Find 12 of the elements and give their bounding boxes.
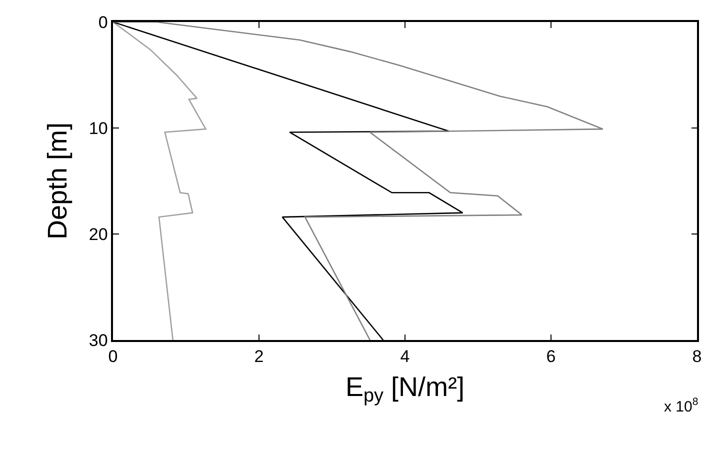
x-tick-label: 4 bbox=[400, 347, 410, 366]
line-series bbox=[113, 22, 206, 340]
y-tick-label: 30 bbox=[88, 330, 108, 350]
x-tick-label: 2 bbox=[254, 347, 264, 366]
text: x 10$^{8}$ bbox=[664, 396, 698, 416]
x-tick-label: 8 bbox=[692, 347, 702, 366]
y-tick-label: 0 bbox=[98, 12, 108, 32]
y-tick-label: 10 bbox=[88, 118, 108, 138]
x-tick-label: 6 bbox=[546, 347, 556, 366]
y-axis-title: Depth [m] bbox=[42, 122, 72, 240]
x-axis-title: E$_{py}$ [N/m²] bbox=[346, 372, 464, 407]
y-tick-label: 20 bbox=[88, 224, 108, 244]
